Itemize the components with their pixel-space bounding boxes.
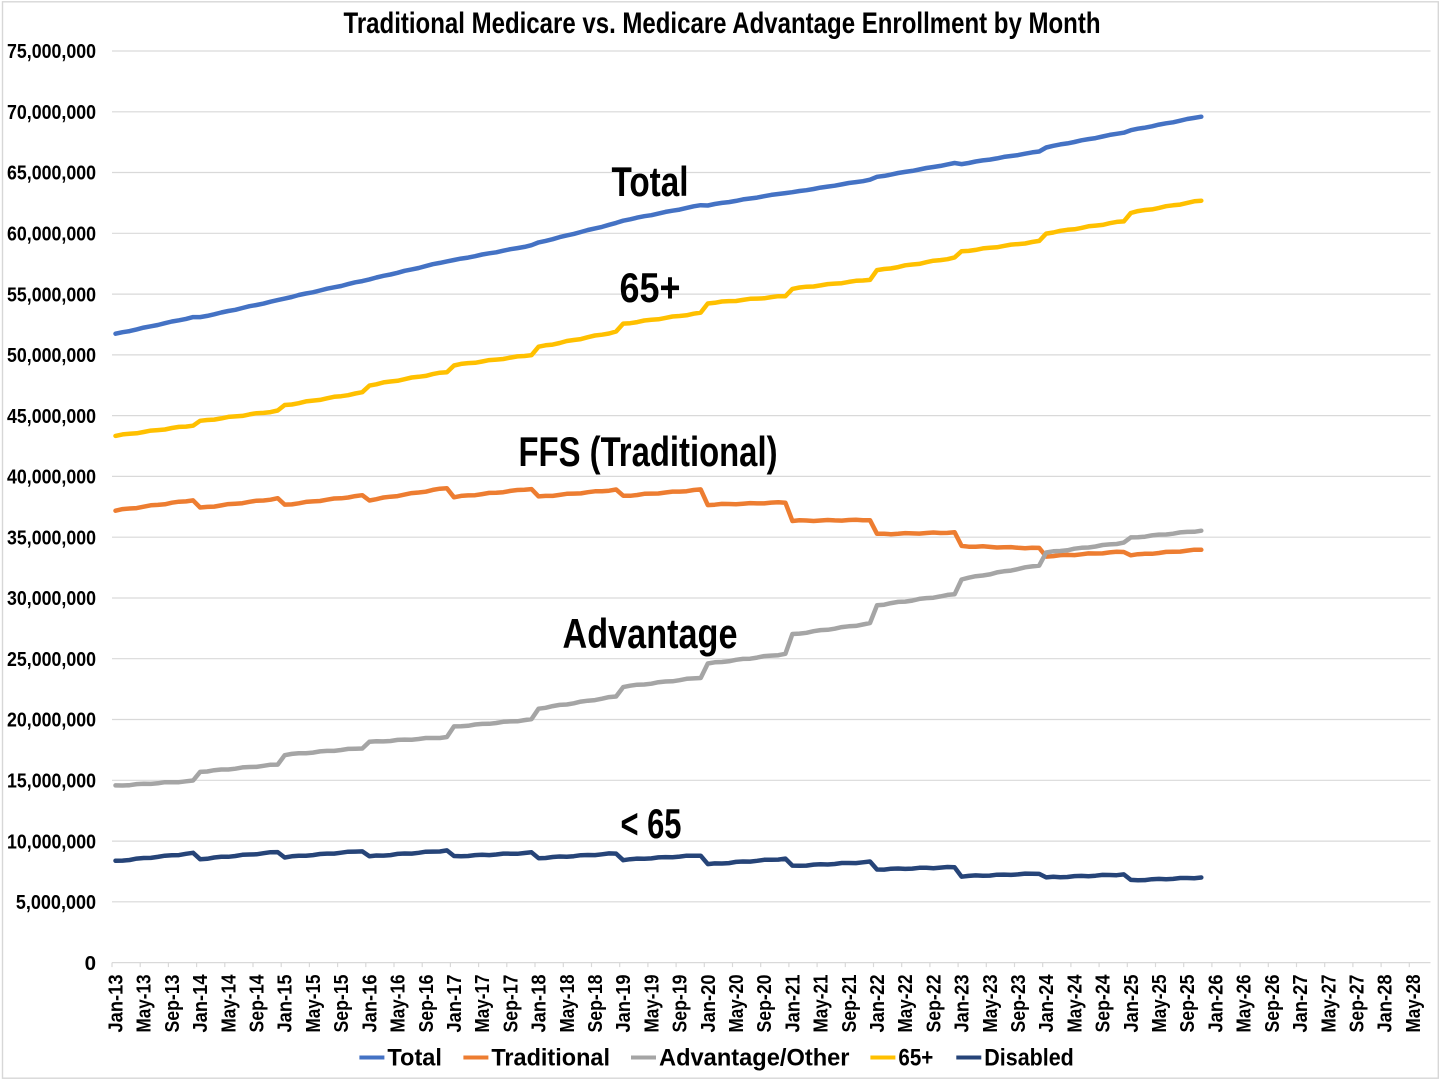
- svg-text:May-25: May-25: [1149, 975, 1171, 1033]
- svg-text:Jan-21: Jan-21: [782, 975, 804, 1033]
- svg-text:May-26: May-26: [1234, 975, 1256, 1033]
- svg-text:Sep-24: Sep-24: [1093, 974, 1115, 1033]
- svg-text:70,000,000: 70,000,000: [7, 101, 96, 124]
- svg-text:May-18: May-18: [557, 975, 579, 1033]
- svg-text:Jan-19: Jan-19: [613, 975, 635, 1033]
- svg-text:50,000,000: 50,000,000: [7, 344, 96, 367]
- svg-text:May-19: May-19: [641, 975, 663, 1033]
- svg-text:15,000,000: 15,000,000: [7, 770, 96, 793]
- svg-text:Jan-17: Jan-17: [444, 975, 466, 1033]
- svg-text:Jan-13: Jan-13: [106, 975, 128, 1033]
- svg-text:60,000,000: 60,000,000: [7, 223, 96, 246]
- svg-text:Sep-19: Sep-19: [670, 975, 692, 1033]
- svg-text:Jan-26: Jan-26: [1206, 975, 1228, 1033]
- svg-text:May-23: May-23: [980, 975, 1002, 1033]
- svg-text:May-22: May-22: [895, 975, 917, 1033]
- svg-text:Sep-25: Sep-25: [1177, 975, 1199, 1033]
- svg-text:Jan-22: Jan-22: [867, 975, 889, 1033]
- svg-text:Advantage/Other: Advantage/Other: [659, 1045, 850, 1072]
- svg-text:Sep-13: Sep-13: [162, 975, 184, 1033]
- svg-text:Sep-26: Sep-26: [1262, 975, 1284, 1033]
- svg-text:May-27: May-27: [1318, 975, 1340, 1033]
- svg-text:Sep-22: Sep-22: [923, 975, 945, 1033]
- svg-text:35,000,000: 35,000,000: [7, 526, 96, 549]
- svg-text:May-15: May-15: [303, 975, 325, 1033]
- svg-text:Jan-14: Jan-14: [190, 974, 212, 1033]
- svg-text:Jan-24: Jan-24: [1036, 974, 1058, 1033]
- svg-text:Jan-23: Jan-23: [952, 975, 974, 1033]
- svg-text:5,000,000: 5,000,000: [16, 891, 96, 914]
- svg-text:Jan-15: Jan-15: [275, 975, 297, 1033]
- svg-text:20,000,000: 20,000,000: [7, 709, 96, 732]
- svg-text:May-20: May-20: [726, 975, 748, 1033]
- svg-text:Traditional: Traditional: [491, 1045, 610, 1072]
- svg-text:45,000,000: 45,000,000: [7, 405, 96, 428]
- svg-text:< 65: < 65: [621, 800, 682, 847]
- svg-text:40,000,000: 40,000,000: [7, 466, 96, 489]
- svg-text:Jan-25: Jan-25: [1121, 975, 1143, 1033]
- svg-text:Sep-20: Sep-20: [754, 975, 776, 1033]
- svg-text:Traditional Medicare vs. Medic: Traditional Medicare vs. Medicare Advant…: [344, 7, 1101, 40]
- svg-text:FFS (Traditional): FFS (Traditional): [519, 428, 778, 475]
- svg-text:75,000,000: 75,000,000: [7, 40, 96, 63]
- svg-text:May-24: May-24: [1064, 974, 1086, 1033]
- svg-text:May-13: May-13: [134, 975, 156, 1033]
- svg-text:55,000,000: 55,000,000: [7, 283, 96, 306]
- svg-text:Total: Total: [387, 1045, 442, 1072]
- svg-text:Disabled: Disabled: [984, 1045, 1074, 1072]
- svg-text:10,000,000: 10,000,000: [7, 830, 96, 853]
- svg-text:May-16: May-16: [388, 975, 410, 1033]
- svg-text:Jan-27: Jan-27: [1290, 975, 1312, 1033]
- svg-text:Jan-18: Jan-18: [529, 975, 551, 1033]
- svg-text:Sep-14: Sep-14: [247, 974, 269, 1033]
- svg-text:May-21: May-21: [811, 975, 833, 1033]
- svg-text:Advantage: Advantage: [563, 610, 738, 657]
- svg-text:May-14: May-14: [218, 974, 240, 1033]
- svg-text:Jan-28: Jan-28: [1375, 975, 1397, 1033]
- svg-text:Total: Total: [612, 158, 689, 205]
- svg-text:30,000,000: 30,000,000: [7, 587, 96, 610]
- svg-text:25,000,000: 25,000,000: [7, 648, 96, 671]
- svg-text:65+: 65+: [620, 264, 681, 311]
- svg-text:Jan-20: Jan-20: [698, 975, 720, 1033]
- svg-text:Jan-16: Jan-16: [359, 975, 381, 1033]
- svg-text:0: 0: [85, 952, 96, 975]
- svg-text:Sep-18: Sep-18: [585, 975, 607, 1033]
- svg-text:Sep-17: Sep-17: [500, 975, 522, 1033]
- svg-text:Sep-23: Sep-23: [1008, 975, 1030, 1033]
- svg-text:65,000,000: 65,000,000: [7, 162, 96, 185]
- svg-text:May-28: May-28: [1403, 975, 1425, 1033]
- svg-text:Sep-15: Sep-15: [331, 975, 353, 1033]
- svg-text:65+: 65+: [898, 1045, 933, 1072]
- svg-text:Sep-16: Sep-16: [416, 975, 438, 1033]
- svg-text:Sep-27: Sep-27: [1347, 975, 1369, 1033]
- svg-text:Sep-21: Sep-21: [839, 975, 861, 1033]
- svg-text:May-17: May-17: [472, 975, 494, 1033]
